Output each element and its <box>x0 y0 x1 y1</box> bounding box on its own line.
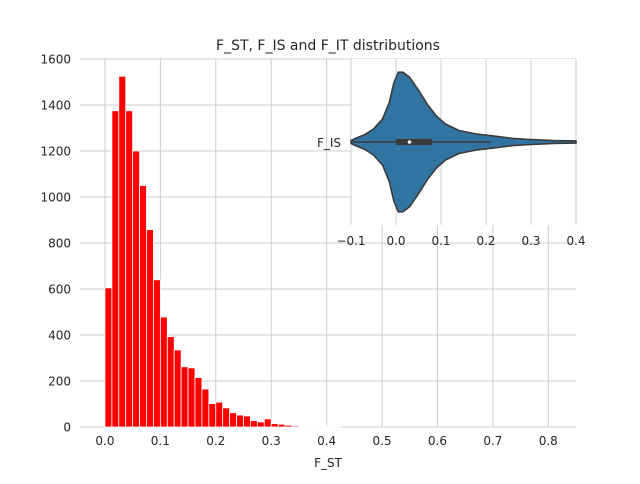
violin-x-tick-label: −0.1 <box>336 234 365 248</box>
histogram-bar <box>167 337 174 427</box>
histogram-bar <box>160 317 167 427</box>
histogram-bar <box>271 424 278 427</box>
violin-x-tick-label: 0.3 <box>521 234 540 248</box>
violin-median-point <box>408 140 412 144</box>
histogram-x-tick-label: 0.5 <box>372 434 391 448</box>
histogram-bar <box>202 389 209 427</box>
histogram-bar <box>133 151 140 427</box>
histogram-bar <box>299 426 306 427</box>
histogram-x-tick-label: 0.7 <box>483 434 502 448</box>
histogram-bar <box>285 425 292 427</box>
histogram-x-tick-label: 0.0 <box>95 434 114 448</box>
violin-iqr-box <box>396 139 432 145</box>
histogram-bar <box>126 111 133 427</box>
histogram-bar <box>105 288 112 427</box>
histogram-x-tick-label: 0.2 <box>206 434 225 448</box>
violin-x-tick-label: 0.2 <box>476 234 495 248</box>
histogram-bar <box>264 419 271 427</box>
histogram-bar <box>292 426 299 427</box>
violin-x-tick-label: 0.1 <box>431 234 450 248</box>
histogram-x-tick-label: 0.6 <box>428 434 447 448</box>
histogram-bar <box>209 404 216 427</box>
violin-inset-axes: −0.1 0.0 0.1 0.2 0.3 0.4 F_IS <box>317 59 586 248</box>
histogram-bar <box>174 350 181 427</box>
histogram-bar <box>278 424 285 427</box>
histogram-y-tick-label: 1200 <box>40 145 71 159</box>
histogram-bar <box>257 422 264 427</box>
histogram-y-tick-label: 1000 <box>40 191 71 205</box>
histogram-bar <box>223 408 230 427</box>
histogram-bar <box>147 230 154 427</box>
histogram-bar <box>188 368 195 427</box>
histogram-bar <box>153 280 160 427</box>
histogram-y-tick-label: 400 <box>48 329 71 343</box>
chart-title: F_ST, F_IS and F_IT distributions <box>216 38 440 54</box>
histogram-y-tick-label: 0 <box>63 421 71 435</box>
histogram-y-tick-label: 1600 <box>40 53 71 67</box>
violin-category-label: F_IS <box>317 136 341 150</box>
histogram-y-tick-label: 1400 <box>40 99 71 113</box>
histogram-bar <box>181 367 188 427</box>
histogram-y-tick-label: 600 <box>48 283 71 297</box>
histogram-bar <box>119 76 126 427</box>
histogram-y-tick-label: 200 <box>48 375 71 389</box>
histogram-bar <box>243 416 250 427</box>
histogram-bar <box>195 378 202 427</box>
histogram-y-tick-label: 800 <box>48 237 71 251</box>
histogram-x-tick-label: 0.8 <box>539 434 558 448</box>
histogram-bar <box>237 415 244 427</box>
histogram-x-tick-label: 0.1 <box>151 434 170 448</box>
histogram-x-tick-labels: 0.0 0.1 0.2 0.3 0.4 0.5 0.6 0.7 0.8 <box>95 434 557 448</box>
histogram-x-axis-label: F_ST <box>314 456 343 470</box>
histogram-bar <box>230 413 237 427</box>
histogram-bar <box>140 186 147 428</box>
histogram-x-tick-label: 0.4 <box>317 434 336 448</box>
histogram-bar <box>216 402 223 427</box>
violin-x-tick-label: 0.4 <box>566 234 585 248</box>
histogram-bar <box>250 421 257 427</box>
violin-x-tick-label: 0.0 <box>386 234 405 248</box>
histogram-bar <box>112 111 119 427</box>
histogram-x-tick-label: 0.3 <box>262 434 281 448</box>
